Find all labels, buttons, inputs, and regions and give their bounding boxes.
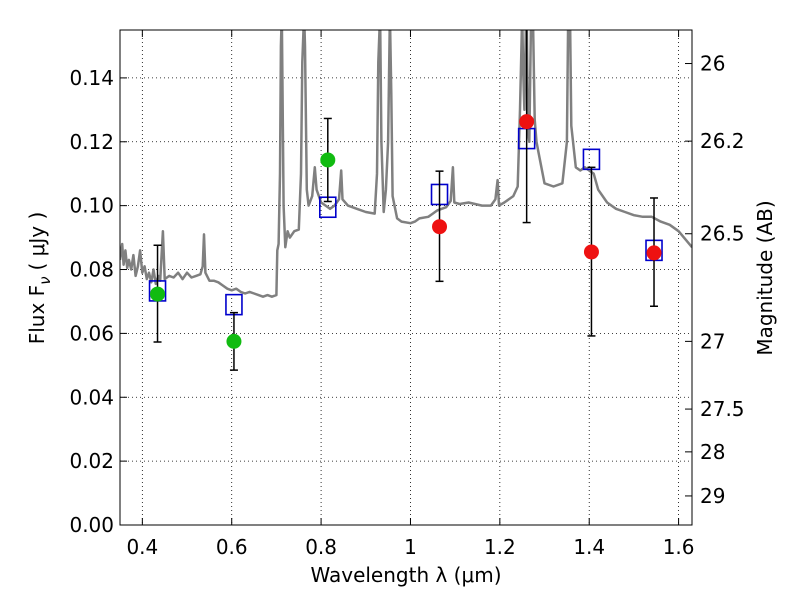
x-axis-title: Wavelength λ (μm) [310,563,501,587]
right-axis-title: Magnitude (AB) [753,200,777,355]
nir-data-point [519,114,535,130]
plot-frame [119,29,693,526]
plot-area [120,30,692,371]
right-tick-label: 26.5 [700,222,745,246]
y-axis-title-text: Flux F [25,285,49,344]
y-tick-label: 0.02 [69,449,114,473]
y-tick-label: 0.14 [69,66,114,90]
y-tick-label: 0.12 [69,130,114,154]
model-photometry-square [225,293,243,316]
y-axis-title: Flux Fν ( μJy ) [25,212,54,345]
x-tick-label: 1.6 [663,535,695,559]
y-tick-label: 0.00 [69,513,114,537]
y-tick-label: 0.04 [69,385,114,409]
x-tick-label: 1 [404,535,417,559]
right-tick-label: 27.5 [700,397,745,421]
x-tick-label: 0.8 [305,535,337,559]
x-tick-label: 0.4 [126,535,158,559]
axis-ticks: 0.4 0.6 0.8 1 1.2 1.4 1.6 0.00 0.02 0.04 0.06 0.08 0… [69,30,745,559]
right-tick-label: 27 [700,329,725,353]
grid [120,30,692,526]
model-photometry-square [582,148,601,171]
y-tick-label: 0.06 [69,321,114,345]
x-tick-label: 1.4 [573,535,605,559]
right-tick-label: 28 [700,440,725,464]
optical-data-point [320,152,336,168]
right-tick-label: 29 [700,484,725,508]
right-tick-label: 26 [700,52,725,76]
model-spectrum-line [120,30,692,298]
optical-data-point [226,333,242,349]
y-axis-title-unit: ( μJy ) [25,212,49,271]
y-tick-label: 0.08 [69,258,114,282]
nir-data-point [432,219,448,235]
optical-data-point [150,286,166,302]
x-tick-label: 0.6 [216,535,248,559]
y-tick-label: 0.10 [69,194,114,218]
x-tick-label: 1.2 [484,535,516,559]
right-tick-label: 26.2 [700,129,745,153]
nir-data-point [646,245,662,261]
nir-data-point [583,244,599,260]
y-axis-title-subscript: ν [36,276,54,284]
